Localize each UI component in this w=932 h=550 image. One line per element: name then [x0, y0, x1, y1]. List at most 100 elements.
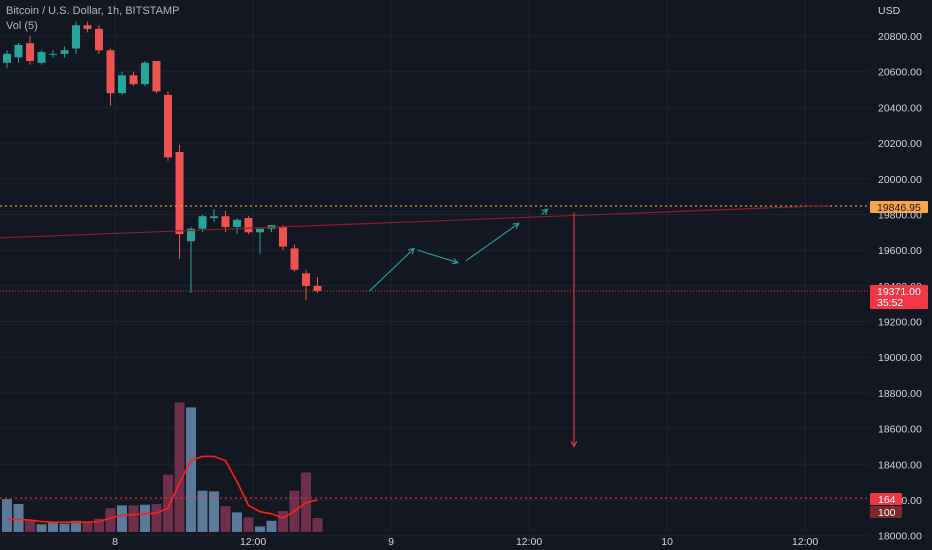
volume-bar — [220, 506, 231, 532]
candles — [3, 21, 322, 301]
projection-arrow — [368, 247, 415, 292]
volume-tag-text: 164 — [878, 494, 896, 506]
arrow-shaft — [368, 247, 415, 292]
volume-bar — [105, 508, 116, 532]
y-tick-label: 20400.00 — [878, 102, 922, 114]
volume-bar — [128, 505, 139, 532]
volume-ma-polyline — [7, 455, 318, 524]
volume-bar — [266, 520, 277, 532]
y-tick-label: 20600.00 — [878, 67, 922, 79]
volume-bar — [209, 491, 219, 532]
candle-body — [26, 43, 34, 61]
volume-bar — [243, 517, 254, 532]
x-tick-label: 10 — [661, 536, 673, 548]
candle-body — [210, 216, 218, 219]
volume-indicator-title[interactable]: Vol (5) — [6, 20, 38, 32]
symbol-title[interactable]: Bitcoin / U.S. Dollar, 1h, BITSTAMP — [6, 5, 180, 17]
candle-body — [302, 273, 310, 286]
arrow-head — [570, 440, 578, 448]
volume-bars — [2, 402, 323, 532]
chart-legend: Bitcoin / U.S. Dollar, 1h, BITSTAMP Vol … — [6, 4, 179, 34]
arrow-shaft — [417, 249, 458, 264]
price-axis[interactable]: USD 20800.00 20600.00 20400.00 20200.00 2000… — [878, 5, 922, 543]
arrow-shaft — [465, 222, 520, 262]
candle-body — [233, 219, 241, 227]
grid — [0, 0, 870, 537]
y-tick-label: 18000.00 — [878, 531, 922, 543]
projection-arrow — [465, 222, 520, 262]
arrow-head — [408, 247, 415, 255]
candle-body — [221, 216, 230, 227]
projection-arrow — [417, 249, 459, 265]
candle-body — [106, 50, 115, 94]
volume-bar — [71, 520, 81, 532]
y-tick-label: 20000.00 — [878, 174, 922, 186]
volume-bar — [36, 524, 47, 532]
volume-tag — [870, 493, 902, 505]
candle-body — [164, 94, 172, 158]
arrow-head — [512, 222, 520, 230]
time-axis[interactable]: 8 12:00 9 12:00 10 12:00 — [112, 536, 818, 548]
candle-body — [187, 228, 195, 242]
target-arrow — [570, 212, 578, 448]
candle-body — [256, 228, 264, 233]
volume-bar — [117, 505, 127, 532]
candle-body — [37, 52, 46, 63]
y-tick-label: 18400.00 — [878, 459, 922, 471]
volume-bar — [82, 522, 93, 532]
countdown-text: 35:52 — [877, 297, 903, 309]
candle-body — [72, 25, 80, 49]
currency-label: USD — [878, 5, 901, 17]
candle-body — [14, 44, 23, 58]
candle-body — [244, 218, 253, 233]
level-tag-text: 19846.95 — [877, 202, 921, 214]
candle-body — [83, 25, 92, 29]
candle-body — [49, 53, 57, 55]
volume-bar — [2, 499, 12, 532]
y-tick-label: 20200.00 — [878, 138, 922, 150]
y-tick-label: 19000.00 — [878, 352, 922, 364]
candle-body — [95, 28, 103, 51]
candle-body — [60, 50, 69, 54]
volume-ma-tag-text: 100 — [878, 507, 896, 519]
volume-bar — [59, 523, 70, 532]
x-tick-label: 8 — [112, 536, 118, 548]
level-tag — [870, 201, 928, 213]
volume-bar — [48, 522, 58, 532]
volume-bar — [174, 402, 185, 532]
volume-bar — [197, 490, 208, 532]
y-tick-label: 20800.00 — [878, 31, 922, 43]
arrow-head — [451, 257, 459, 265]
x-tick-label: 9 — [388, 536, 394, 548]
volume-bar — [94, 518, 104, 532]
candle-body — [141, 62, 149, 85]
last-price-text: 19371.00 — [877, 286, 921, 298]
arrow-head — [541, 208, 549, 215]
candle-body — [198, 216, 207, 229]
overlays — [0, 204, 870, 499]
volume-bar — [278, 511, 288, 532]
volume-bar — [140, 504, 150, 532]
y-tick-label: 18800.00 — [878, 388, 922, 400]
trendline — [0, 204, 830, 239]
volume-ma-line — [7, 455, 318, 524]
candle-body — [279, 226, 287, 247]
volume-ma-tag — [870, 506, 902, 518]
arrow-shaft — [541, 208, 548, 215]
volume-bar — [186, 407, 196, 532]
last-price-tag — [870, 285, 928, 309]
y-tick-label: 19600.00 — [878, 245, 922, 257]
candle-body — [313, 285, 322, 292]
candle-body — [175, 152, 184, 235]
volume-bar — [163, 474, 173, 532]
candle-body — [118, 75, 126, 94]
projection-arrow — [541, 208, 549, 215]
candle-body — [152, 60, 161, 92]
x-tick-label: 12:00 — [792, 536, 818, 548]
x-tick-label: 12:00 — [240, 536, 266, 548]
candle-body — [129, 75, 138, 85]
volume-bar — [25, 520, 35, 532]
volume-bar — [151, 504, 162, 532]
price-tags: 19846.95 19371.00 35:52 164 100 — [870, 201, 928, 519]
